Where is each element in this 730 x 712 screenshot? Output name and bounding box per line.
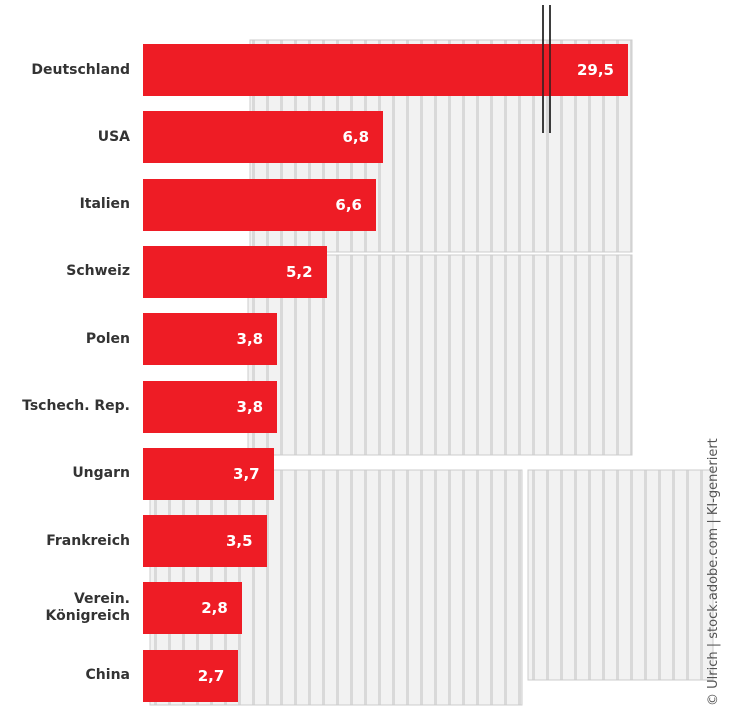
bar: 29,5 (143, 44, 628, 96)
value-label: 3,8 (236, 330, 264, 349)
category-label: Ungarn (72, 465, 130, 482)
value-label: 3,7 (233, 464, 260, 483)
bar: 5,2 (143, 245, 327, 298)
category-label: China (85, 667, 130, 684)
value-label: 2,8 (201, 599, 228, 618)
value-label: 5,2 (285, 262, 313, 281)
value-label: 6,6 (335, 195, 362, 214)
category-label: Verein. Königreich (45, 591, 130, 625)
category-label: Polen (85, 330, 130, 347)
bar: 2,7 (143, 649, 239, 702)
bar: 6,8 (143, 111, 384, 164)
value-label: 2,7 (197, 666, 225, 685)
value-label: 6,8 (342, 128, 370, 147)
category-label: USA (97, 128, 130, 145)
category-label: Schweiz (66, 263, 130, 280)
bar: 6,6 (143, 178, 376, 231)
value-label: 3,8 (236, 397, 264, 416)
value-label: 3,5 (225, 532, 253, 551)
category-label: Italien (79, 196, 130, 213)
value-label: 29,5 (576, 61, 614, 79)
bar: 3,8 (143, 380, 278, 433)
bar: 3,5 (143, 515, 267, 568)
bar: 3,8 (143, 313, 278, 366)
bar: 3,7 (143, 447, 274, 500)
bar: 2,8 (143, 582, 242, 635)
category-label: Deutschland (31, 61, 130, 78)
category-label: Tschech. Rep. (22, 398, 130, 414)
category-label: Frankreich (46, 532, 130, 549)
